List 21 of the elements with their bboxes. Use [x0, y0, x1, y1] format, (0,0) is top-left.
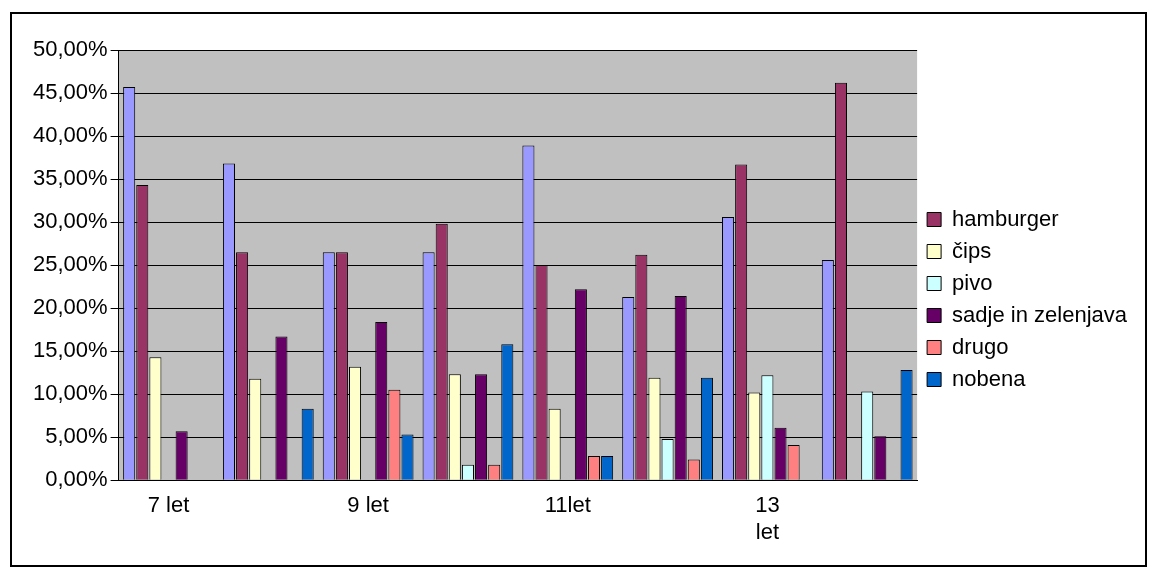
- y-tick-label: 25,00%: [32, 251, 108, 277]
- y-tick-label: 15,00%: [32, 337, 108, 363]
- y-tick-label: 5,00%: [45, 423, 108, 449]
- y-tick-label: 50,00%: [32, 36, 108, 62]
- legend-label: drugo: [952, 333, 1009, 359]
- y-tick-label: 0,00%: [45, 466, 108, 492]
- x-tick-label: 11let: [544, 492, 591, 518]
- legend-label: hamburger: [952, 205, 1059, 231]
- legend-label: pivo: [952, 269, 993, 295]
- y-tick-label: 45,00%: [32, 79, 108, 105]
- y-tick-label: 35,00%: [32, 165, 108, 191]
- x-tick-label: 13 let: [755, 492, 780, 544]
- y-tick-label: 30,00%: [32, 208, 108, 234]
- legend-label: nobena: [952, 365, 1027, 391]
- y-tick-label: 40,00%: [32, 122, 108, 148]
- legend-label: sadje in zelenjava: [952, 301, 1128, 327]
- y-tick-label: 20,00%: [32, 294, 108, 320]
- y-tick-label: 10,00%: [32, 380, 108, 406]
- x-tick-label: 9 let: [347, 492, 389, 518]
- x-tick-label: 7 let: [147, 492, 190, 518]
- legend-label: čips: [952, 237, 992, 263]
